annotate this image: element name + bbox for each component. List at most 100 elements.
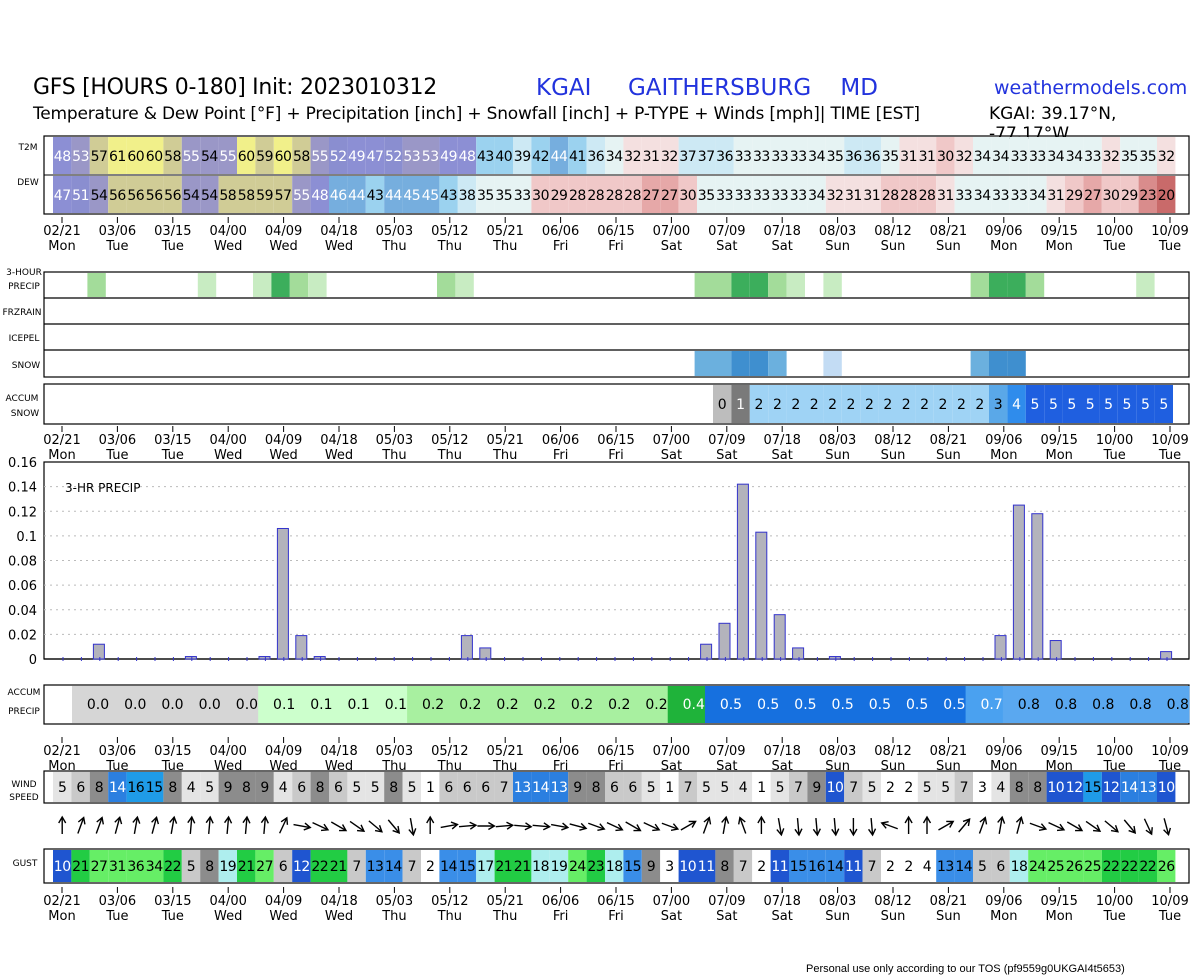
wind-arrow bbox=[58, 815, 67, 834]
dew-cell bbox=[145, 176, 164, 213]
wind-arrow bbox=[661, 822, 680, 832]
gust-cell bbox=[549, 850, 569, 882]
wind-speed-cell bbox=[200, 772, 219, 802]
wind-arrow-shaft bbox=[882, 822, 898, 830]
wind-arrow-head bbox=[450, 821, 459, 830]
time-day-top: Thu bbox=[437, 239, 462, 254]
dew-cell bbox=[200, 176, 219, 213]
wind-speed-cell bbox=[1083, 772, 1102, 802]
wind-speed-cell bbox=[273, 772, 293, 802]
wind-arrow bbox=[242, 815, 251, 835]
time-day-lower: Mon bbox=[1045, 759, 1072, 774]
precip-ytick-label: 0.14 bbox=[8, 481, 37, 496]
wind-arrow bbox=[187, 815, 196, 835]
wind-arrow bbox=[260, 815, 269, 835]
gust-cell bbox=[89, 850, 109, 882]
wind-speed-cell bbox=[1120, 772, 1139, 802]
t2m-value: 40 bbox=[495, 149, 512, 165]
t2m-value: 58 bbox=[293, 149, 310, 165]
wind-arrow bbox=[440, 821, 459, 830]
wind-speed-label-2: SPEED bbox=[9, 793, 39, 803]
accum-snow-value: 5 bbox=[1104, 397, 1113, 413]
time-day-top: Wed bbox=[325, 239, 353, 254]
wind-arrow-head bbox=[1056, 823, 1066, 832]
time-day-top: Sun bbox=[881, 239, 906, 254]
dew-value: 59 bbox=[256, 188, 273, 204]
accum-precip-value: 0.0 bbox=[199, 697, 221, 713]
accum-precip-cell bbox=[556, 686, 594, 723]
snow-type-cell bbox=[731, 351, 750, 376]
time-day-lower: Fri bbox=[608, 759, 624, 774]
precip3-cell bbox=[970, 273, 989, 297]
gust-cell bbox=[347, 850, 366, 882]
t2m-cell bbox=[71, 137, 90, 174]
precip-ytick-label: 0 bbox=[29, 653, 37, 668]
time-day-bottom: Sat bbox=[772, 909, 793, 924]
gust-value: 2 bbox=[886, 859, 894, 875]
t2m-value: 53 bbox=[403, 149, 420, 165]
accum-precip-value: 0.0 bbox=[124, 697, 146, 713]
accum-snow-value: 5 bbox=[1086, 397, 1095, 413]
time-day-lower: Thu bbox=[381, 759, 406, 774]
wind-arrow-shaft bbox=[133, 817, 138, 835]
gust-value: 25 bbox=[1047, 859, 1064, 875]
wind-speed-value: 5 bbox=[923, 780, 931, 796]
time-day-mid: Tue bbox=[1158, 448, 1181, 463]
time-date-top: 08/21 bbox=[930, 224, 967, 239]
time-date-bottom: 09/15 bbox=[1040, 894, 1077, 909]
wind-arrow bbox=[1163, 818, 1172, 837]
t2m-cell bbox=[126, 137, 145, 174]
gust-value: 24 bbox=[1029, 859, 1046, 875]
wind-arrow-shaft bbox=[312, 821, 328, 831]
dew-value: 33 bbox=[753, 188, 770, 204]
dew-value: 44 bbox=[348, 188, 365, 204]
wind-arrow-head bbox=[469, 821, 478, 830]
accum-precip-value: 0.8 bbox=[1018, 697, 1040, 713]
wind-arrow-head bbox=[997, 815, 1006, 824]
time-day-mid: Mon bbox=[1045, 448, 1072, 463]
accum-snow-value: 2 bbox=[957, 397, 966, 413]
site-link[interactable]: weathermodels.com bbox=[994, 77, 1188, 99]
wind-arrow bbox=[205, 815, 214, 835]
t2m-value: 34 bbox=[1066, 149, 1083, 165]
time-date-top: 04/18 bbox=[320, 224, 357, 239]
wind-arrow-head bbox=[374, 825, 383, 833]
accum-precip-cell bbox=[146, 686, 185, 723]
gust-cell bbox=[1157, 850, 1176, 882]
dew-cell bbox=[89, 176, 109, 213]
time-day-mid: Fri bbox=[608, 448, 624, 463]
wind-arrow-head bbox=[205, 815, 214, 824]
t2m-cell bbox=[255, 137, 274, 174]
wind-arrow bbox=[426, 815, 435, 834]
t2m-cell bbox=[53, 137, 72, 174]
t2m-value: 60 bbox=[146, 149, 163, 165]
accum-precip-cell bbox=[816, 686, 855, 723]
time-date-top: 03/06 bbox=[99, 224, 136, 239]
t2m-cell bbox=[513, 137, 532, 174]
time-date-top: 03/15 bbox=[154, 224, 191, 239]
wind-speed-value: 8 bbox=[316, 780, 324, 796]
precip-bar bbox=[1049, 640, 1062, 660]
t2m-value: 34 bbox=[808, 149, 825, 165]
gust-value: 5 bbox=[187, 859, 195, 875]
t2m-cell bbox=[476, 137, 495, 174]
gust-value: 6 bbox=[279, 859, 288, 875]
time-day-top: Mon bbox=[48, 239, 75, 254]
wind-arrow-head bbox=[1015, 815, 1024, 825]
wind-arrow-shaft bbox=[777, 817, 782, 835]
wind-speed-value: 4 bbox=[739, 780, 748, 796]
accum-precip-value: 0.5 bbox=[832, 697, 854, 713]
accum-snow-value: 2 bbox=[902, 397, 911, 413]
dew-value: 31 bbox=[845, 188, 862, 204]
wind-speed-value: 16 bbox=[127, 780, 144, 796]
accum-precip-cell bbox=[369, 686, 408, 723]
dew-value: 30 bbox=[1103, 188, 1120, 204]
snow-type-cell bbox=[823, 351, 842, 376]
time-day-bottom: Fri bbox=[553, 909, 569, 924]
time-day-mid: Wed bbox=[269, 448, 297, 463]
wind-speed-value: 1 bbox=[665, 780, 673, 796]
gust-value: 14 bbox=[385, 859, 402, 875]
gust-value: 27 bbox=[256, 859, 273, 875]
dew-value: 23 bbox=[1139, 188, 1156, 204]
t2m-value: 37 bbox=[679, 149, 696, 165]
